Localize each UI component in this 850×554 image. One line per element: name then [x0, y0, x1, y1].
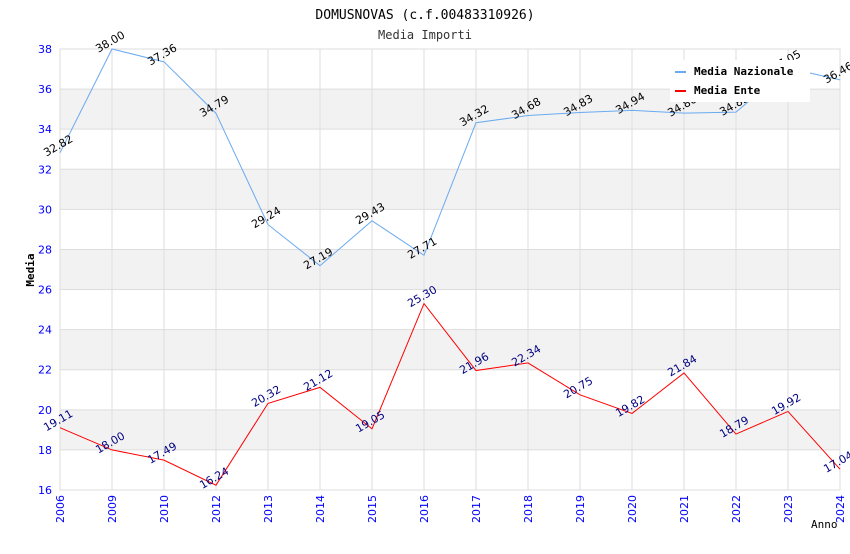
- x-tick-label: 2010: [158, 495, 171, 523]
- data-label: 20.75: [561, 374, 595, 401]
- data-label: 37.36: [145, 41, 179, 68]
- series-line-1: [59, 302, 841, 486]
- chart-subtitle: Media Importi: [378, 28, 472, 42]
- x-tick-label: 2006: [54, 495, 67, 523]
- data-label: 16.24: [197, 465, 231, 492]
- grid-band: [60, 409, 840, 450]
- x-tick-label: 2022: [730, 495, 743, 523]
- x-tick-label: 2014: [314, 495, 327, 523]
- x-tick-label: 2024: [834, 495, 847, 523]
- legend-box: [670, 60, 810, 102]
- y-tick-label: 34: [38, 123, 52, 136]
- x-tick-label: 2021: [678, 495, 691, 523]
- y-tick-label: 24: [38, 324, 52, 337]
- x-axis-label: Anno: [811, 518, 838, 531]
- x-tick-label: 2009: [106, 495, 119, 523]
- x-tick-label: 2023: [782, 495, 795, 523]
- x-tick-label: 2017: [470, 495, 483, 523]
- y-tick-label: 16: [38, 484, 52, 497]
- series-line-0: [59, 48, 841, 267]
- y-tick-label: 26: [38, 284, 52, 297]
- plot-area: [59, 48, 841, 491]
- legend-label: Media Nazionale: [694, 65, 794, 78]
- x-tick-label: 2018: [522, 495, 535, 523]
- y-tick-label: 32: [38, 163, 52, 176]
- x-tick-label: 2012: [210, 495, 223, 523]
- y-axis-label: Media: [24, 253, 37, 286]
- y-tick-label: 38: [38, 43, 52, 56]
- grid-band: [60, 329, 840, 370]
- y-tick-label: 28: [38, 243, 52, 256]
- x-tick-label: 2013: [262, 495, 275, 523]
- y-tick-label: 36: [38, 83, 52, 96]
- data-label: 36.46: [821, 59, 850, 86]
- x-tick-label: 2020: [626, 495, 639, 523]
- legend-label: Media Ente: [694, 84, 761, 97]
- y-tick-label: 18: [38, 444, 52, 457]
- x-tick-label: 2016: [418, 495, 431, 523]
- grid-band: [60, 249, 840, 290]
- y-tick-label: 22: [38, 364, 52, 377]
- data-label: 21.12: [301, 367, 335, 394]
- chart-title: DOMUSNOVAS (c.f.00483310926): [315, 8, 534, 23]
- x-tick-label: 2015: [366, 495, 379, 523]
- y-tick-label: 30: [38, 203, 52, 216]
- y-tick-label: 20: [38, 404, 52, 417]
- x-tick-label: 2019: [574, 495, 587, 523]
- data-label: 32.82: [41, 132, 75, 159]
